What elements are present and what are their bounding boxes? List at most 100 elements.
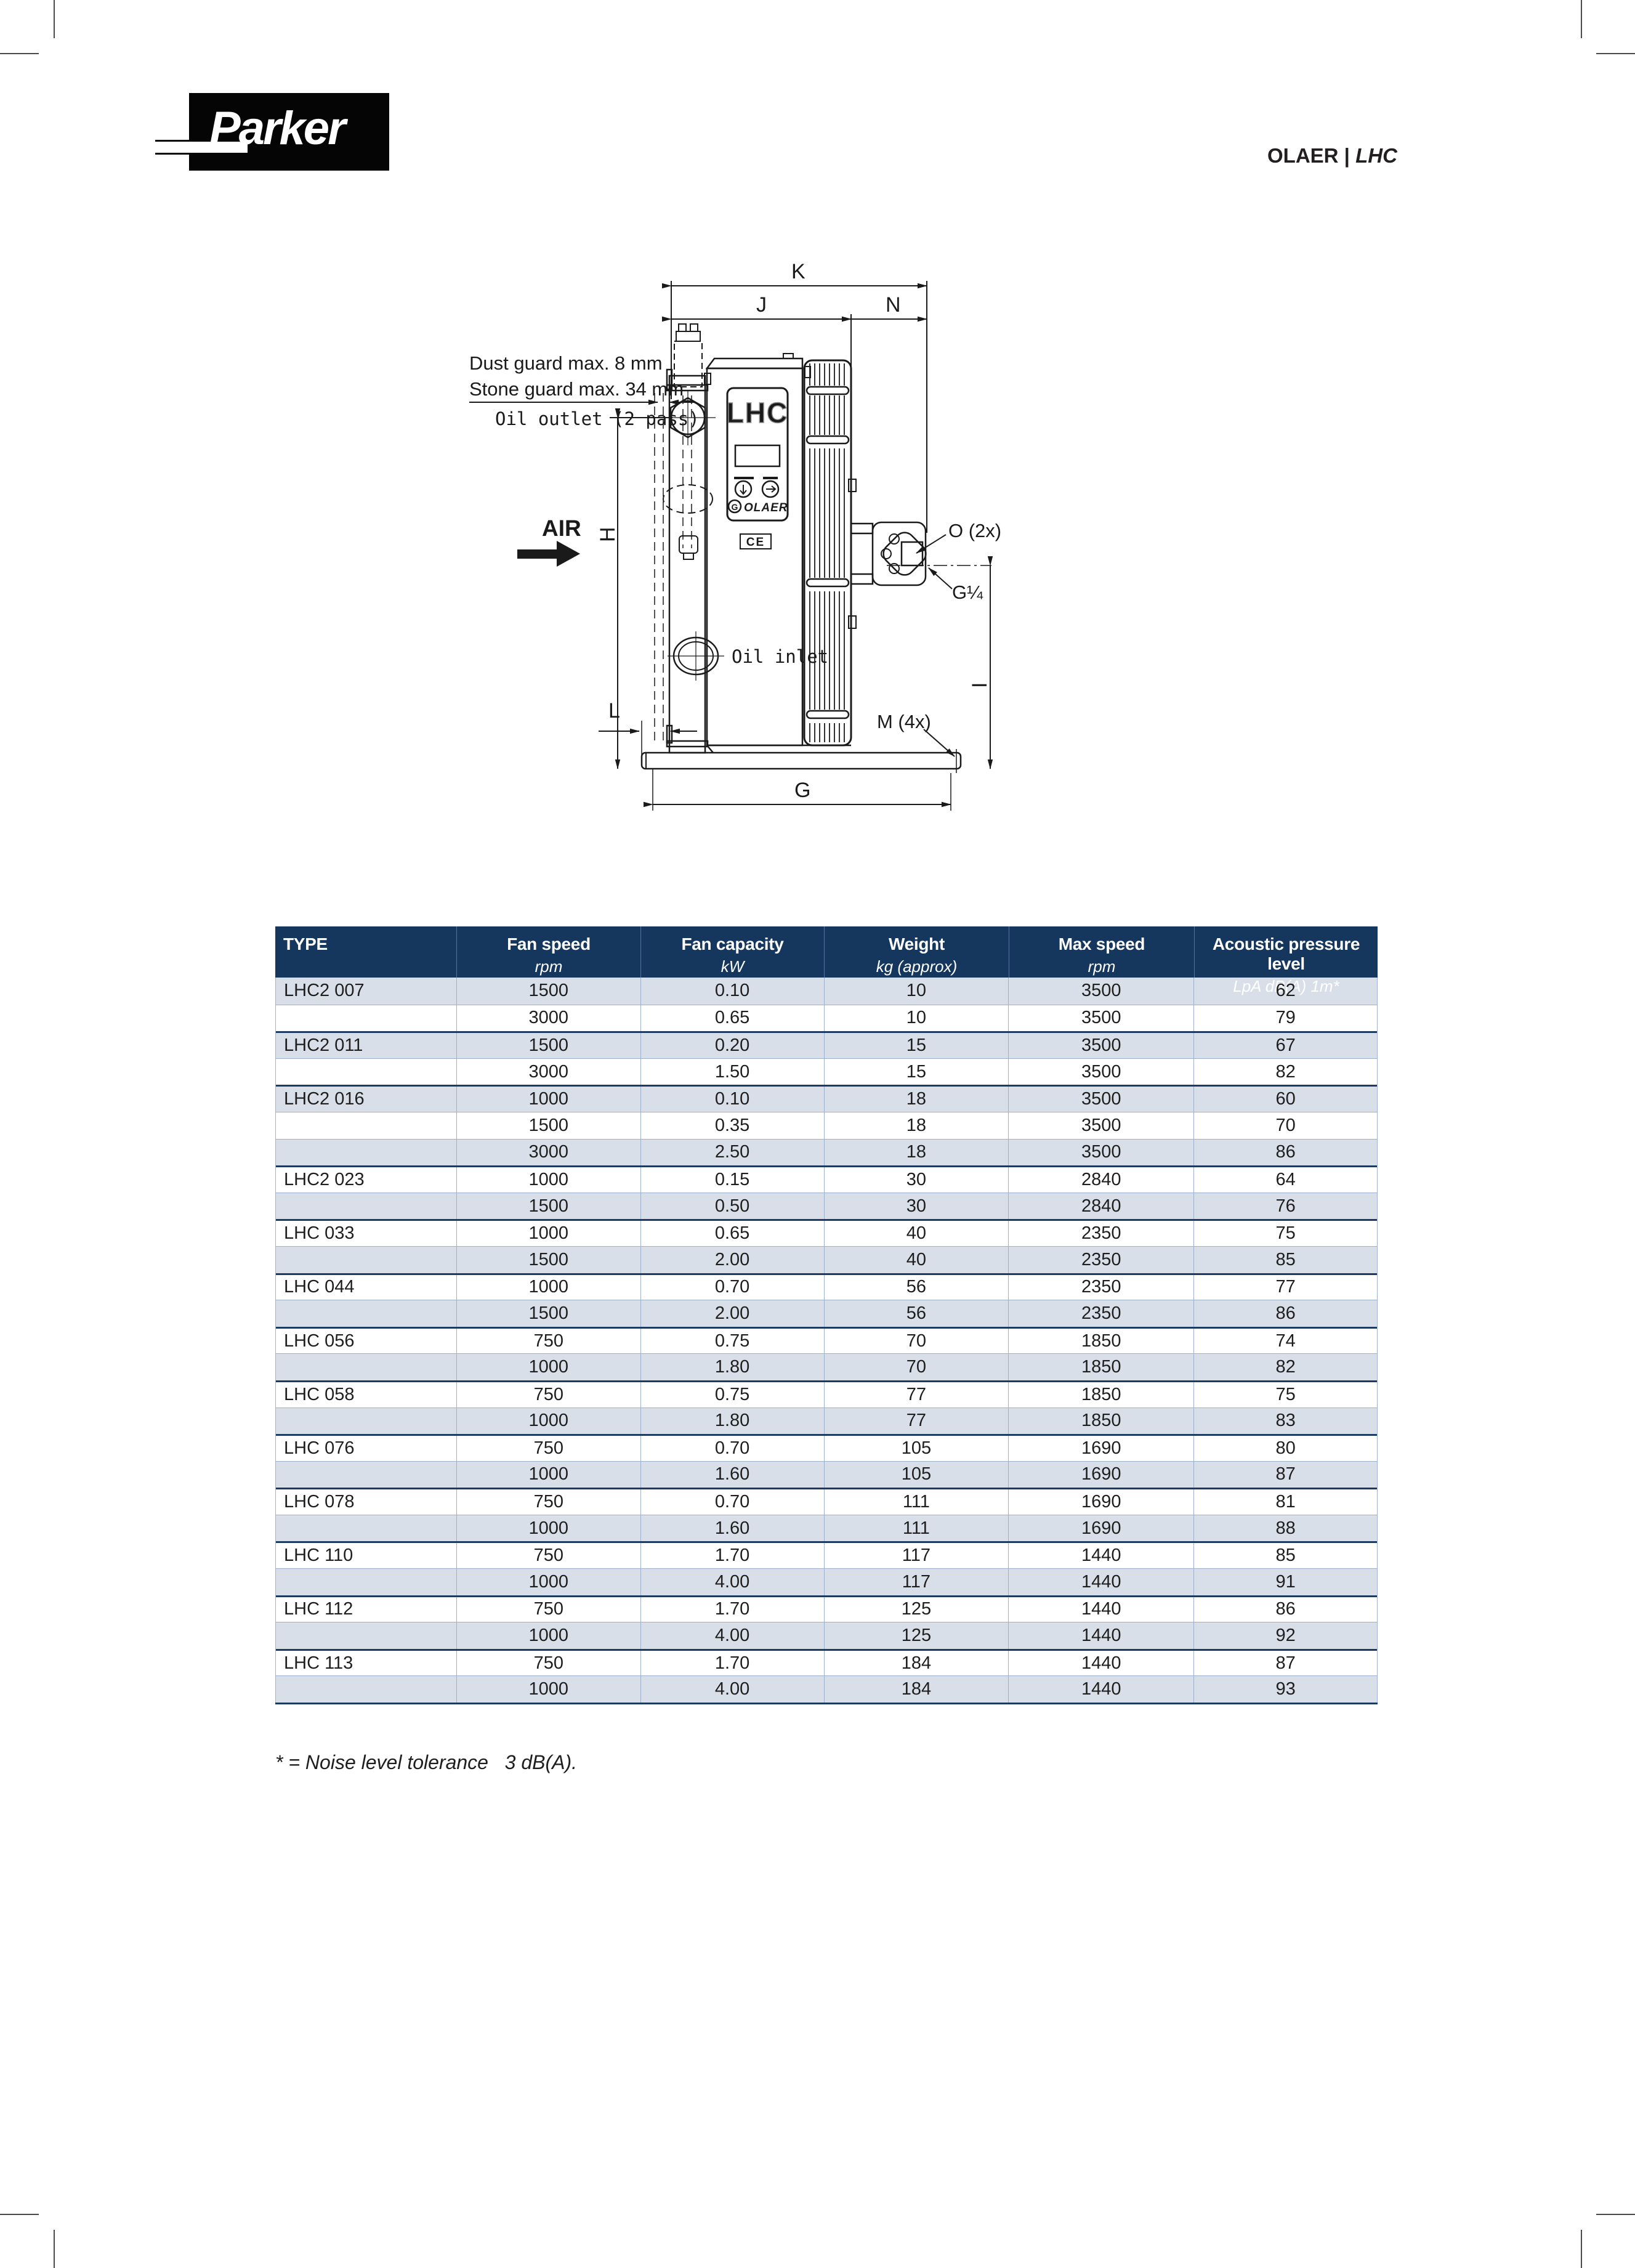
cell-type [276,1300,457,1327]
cell-fan-speed: 750 [457,1543,641,1569]
cell-type: LHC 110 [276,1543,457,1569]
label-stone-guard: Stone guard max. 34 mm [469,378,684,400]
cell-acoustic: 85 [1275,1545,1296,1566]
cell-max-speed: 1690 [1009,1515,1195,1542]
parker-logo-box [189,93,389,171]
cell-fan-speed: 3000 [457,1058,641,1085]
cell-type [276,1515,457,1542]
fan-grille-slats [809,363,845,742]
table-row: LHC 110 750 1.70 117 1440 85 [276,1541,1377,1569]
table-row: LHC2 011 1500 0.20 15 3500 67 [276,1031,1377,1058]
cell-fan-speed: 1000 [457,1569,641,1595]
cell-acoustic: 87 [1275,1464,1296,1484]
cell-fan-speed: 1000 [457,1274,641,1300]
cell-weight: 30 [825,1193,1009,1220]
cell-weight: 18 [825,1087,1009,1112]
table-row: 3000 0.65 10 3500 79 [276,1004,1377,1032]
cell-weight: 56 [825,1300,1009,1327]
cell-fan-capacity: 0.10 [641,1087,825,1112]
fan-grille-bands [805,386,850,719]
col-header-acoustic: Acoustic pressure level LpA dB(A) 1m* [1212,934,1360,995]
cell-type [276,1193,457,1220]
table-row: 1000 1.80 77 1850 83 [276,1407,1377,1435]
cell-type: LHC2 011 [276,1033,457,1058]
cell-acoustic: 75 [1275,1384,1296,1404]
table-row: LHC 044 1000 0.70 56 2350 77 [276,1273,1377,1300]
cell-fan-capacity: 0.50 [641,1193,825,1220]
cell-fan-capacity: 0.70 [641,1489,825,1515]
cell-weight: 70 [825,1354,1009,1380]
header-divider: | [1344,144,1350,167]
spec-table-header: TYPE Fan speed rpm Fan capacity kW Weigh… [275,926,1378,995]
cell-max-speed: 1850 [1009,1382,1195,1407]
cell-fan-capacity: 1.60 [641,1515,825,1542]
cell-max-speed: 3500 [1009,978,1195,1005]
cell-fan-capacity: 0.75 [641,1382,825,1407]
cell-acoustic: 74 [1275,1330,1296,1351]
table-row: 1000 1.60 105 1690 87 [276,1460,1377,1488]
cell-fan-speed: 1500 [457,1033,641,1058]
table-row: LHC 113 750 1.70 184 1440 87 [276,1648,1377,1676]
cell-type: LHC 113 [276,1650,457,1676]
cell-acoustic: 60 [1275,1089,1296,1109]
table-row: LHC2 023 1000 0.15 30 2840 64 [276,1165,1377,1193]
cell-acoustic: 82 [1275,1061,1296,1082]
cell-type [276,1112,457,1139]
page-header-right: OLAER | LHC [1267,144,1397,168]
cell-weight: 117 [825,1569,1009,1595]
cell-weight: 30 [825,1167,1009,1193]
cell-type [276,1139,457,1166]
cell-type [276,1005,457,1032]
dim-J: J [756,293,767,317]
cell-max-speed: 1440 [1009,1569,1195,1595]
table-row: 1000 4.00 125 1440 92 [276,1622,1377,1649]
cell-fan-speed: 3000 [457,1005,641,1032]
cell-max-speed: 1440 [1009,1597,1195,1622]
cell-max-speed: 2840 [1009,1167,1195,1193]
cell-max-speed: 1690 [1009,1489,1195,1515]
table-row: 3000 1.50 15 3500 82 [276,1058,1377,1085]
cell-fan-capacity: 1.50 [641,1058,825,1085]
cell-weight: 105 [825,1461,1009,1488]
col-header-max-speed: Max speed rpm [1009,926,1195,978]
cell-max-speed: 2350 [1009,1274,1195,1300]
table-row: 1500 0.50 30 2840 76 [276,1192,1377,1220]
cell-fan-speed: 1000 [457,1622,641,1649]
crop-mark [1581,2230,1582,2268]
cell-max-speed: 3500 [1009,1033,1195,1058]
cell-weight: 15 [825,1058,1009,1085]
ce-mark: CE [746,536,765,549]
cell-fan-speed: 750 [457,1328,641,1354]
cell-type: LHC 033 [276,1221,457,1246]
cell-acoustic: 86 [1275,1599,1296,1619]
cell-type [276,1569,457,1595]
cell-max-speed: 1690 [1009,1436,1195,1461]
cell-weight: 40 [825,1246,1009,1273]
cell-fan-capacity: 2.00 [641,1246,825,1273]
cell-weight: 105 [825,1436,1009,1461]
cell-acoustic: 70 [1275,1115,1296,1135]
cell-fan-capacity: 0.15 [641,1167,825,1193]
cell-fan-speed: 1000 [457,1167,641,1193]
cell-fan-speed: 1000 [457,1461,641,1488]
cell-fan-capacity: 0.65 [641,1221,825,1246]
dim-N: N [886,293,901,317]
cell-acoustic: 77 [1275,1277,1296,1297]
cell-type: LHC2 016 [276,1087,457,1112]
table-row: 1500 2.00 40 2350 85 [276,1245,1377,1273]
table-row: 1500 2.00 56 2350 86 [276,1300,1377,1327]
cell-weight: 111 [825,1515,1009,1542]
cell-weight: 15 [825,1033,1009,1058]
table-row: LHC2 016 1000 0.10 18 3500 60 [276,1085,1377,1112]
parker-logo-text: Parker [209,102,346,155]
cell-fan-capacity: 0.20 [641,1033,825,1058]
cell-fan-speed: 750 [457,1436,641,1461]
cell-type [276,1058,457,1085]
table-row: 1000 1.60 111 1690 88 [276,1514,1377,1542]
table-row: LHC2 007 1500 0.10 10 3500 62 [276,978,1377,1005]
cell-weight: 18 [825,1112,1009,1139]
cell-max-speed: 3500 [1009,1087,1195,1112]
crop-mark [0,53,39,54]
svg-text:G: G [732,502,738,512]
cell-max-speed: 1440 [1009,1650,1195,1676]
